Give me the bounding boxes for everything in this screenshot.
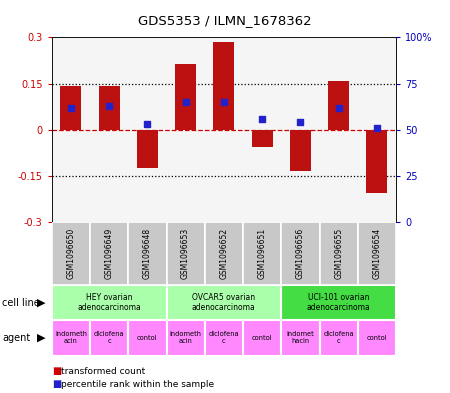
Text: indometh
acin: indometh acin [170,331,202,345]
Bar [205,320,243,356]
Bar [281,320,320,356]
Text: HEY ovarian
adenocarcinoma: HEY ovarian adenocarcinoma [77,293,141,312]
Bar [328,81,349,130]
Text: GSM1096655: GSM1096655 [334,228,343,279]
Point [297,119,304,125]
Bar [281,285,396,320]
Bar [166,285,281,320]
Text: GSM1096650: GSM1096650 [67,228,76,279]
Text: GSM1096651: GSM1096651 [257,228,266,279]
Bar [60,86,81,130]
Text: ■: ■ [52,379,61,389]
Text: GDS5353 / ILMN_1678362: GDS5353 / ILMN_1678362 [138,14,312,27]
Bar [90,320,128,356]
Bar [128,320,166,356]
Text: diclofena
c: diclofena c [323,331,354,345]
Bar [99,86,120,130]
Point [144,121,151,127]
Text: GSM1096648: GSM1096648 [143,228,152,279]
Bar [243,320,281,356]
Bar [52,222,90,285]
Text: GSM1096654: GSM1096654 [373,228,382,279]
Text: agent: agent [2,333,31,343]
Text: OVCAR5 ovarian
adenocarcinoma: OVCAR5 ovarian adenocarcinoma [192,293,256,312]
Text: cell line: cell line [2,298,40,308]
Point [105,103,112,109]
Bar [52,285,166,320]
Text: indometh
acin: indometh acin [55,331,87,345]
Bar [166,320,205,356]
Bar [205,222,243,285]
Text: contol: contol [252,335,272,341]
Text: GSM1096656: GSM1096656 [296,228,305,279]
Bar [358,320,396,356]
Bar [128,222,166,285]
Bar [320,222,358,285]
Bar [213,42,234,130]
Point [374,125,381,131]
Bar [243,222,281,285]
Point [258,116,265,122]
Text: GSM1096653: GSM1096653 [181,228,190,279]
Bar [358,222,396,285]
Text: diclofena
c: diclofena c [208,331,239,345]
Point [335,105,342,111]
Text: diclofena
c: diclofena c [94,331,125,345]
Bar [175,64,196,130]
Text: GSM1096649: GSM1096649 [104,228,113,279]
Point [68,105,75,111]
Bar [252,130,273,147]
Bar [90,222,128,285]
Bar [290,130,311,171]
Text: percentile rank within the sample: percentile rank within the sample [61,380,214,389]
Point [182,99,189,105]
Bar [52,320,90,356]
Bar [137,130,158,168]
Bar [366,130,387,193]
Text: GSM1096652: GSM1096652 [220,228,228,279]
Text: contol: contol [137,335,158,341]
Point [220,99,227,105]
Bar [166,222,205,285]
Text: contol: contol [367,335,387,341]
Bar [281,222,320,285]
Text: transformed count: transformed count [61,367,145,376]
Bar [320,320,358,356]
Text: indomet
hacin: indomet hacin [287,331,314,345]
Text: ■: ■ [52,366,61,376]
Text: ▶: ▶ [37,298,45,308]
Text: UCI-101 ovarian
adenocarcinoma: UCI-101 ovarian adenocarcinoma [307,293,370,312]
Text: ▶: ▶ [37,333,45,343]
